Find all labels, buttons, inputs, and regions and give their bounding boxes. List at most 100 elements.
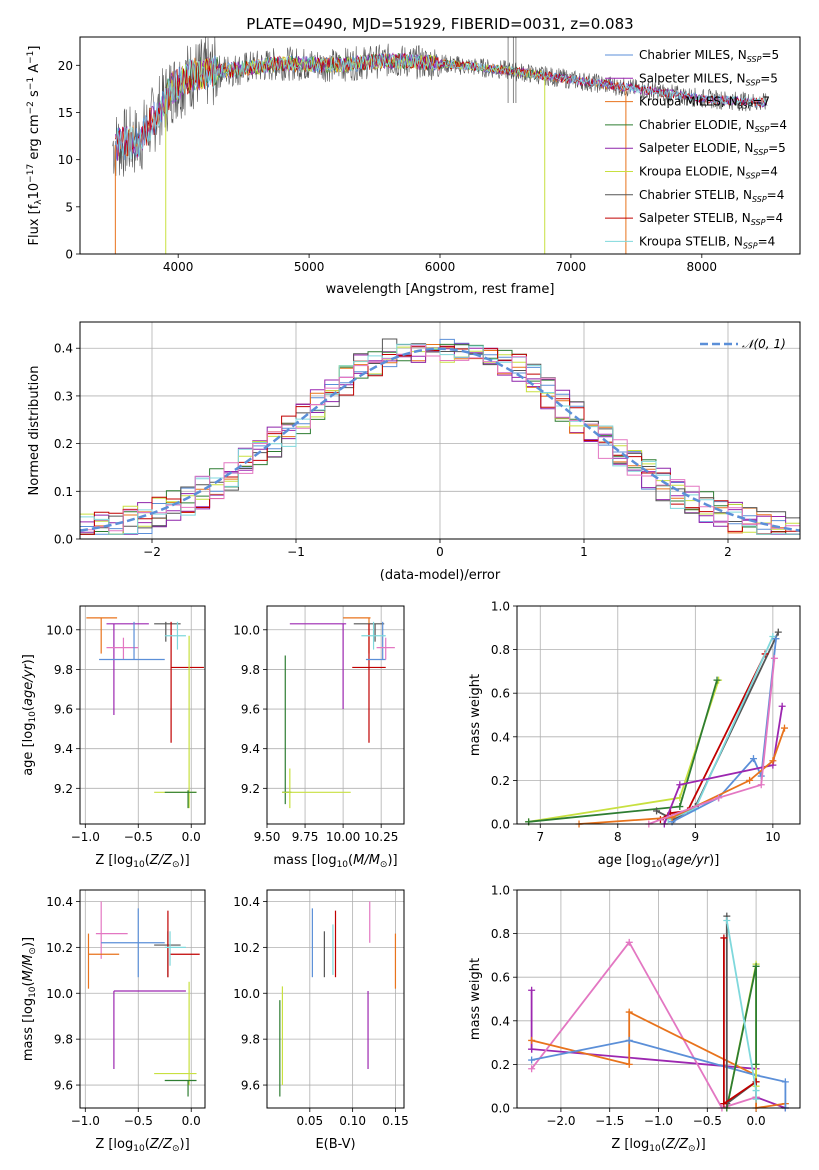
y-tick-label: 10.0 [233, 987, 260, 1001]
axis-label-part: age [log [598, 853, 651, 868]
x-tick-label: 10 [765, 830, 780, 844]
y-tick-label: 0.2 [491, 774, 510, 788]
y-tick-label: 0.4 [491, 730, 510, 744]
legend-entry: Salpeter MILES, NSSP=5 [639, 71, 778, 87]
axis-label-part: mass [log [21, 998, 36, 1061]
gaussian-curve [79, 347, 801, 532]
axis-label-part: Z/Z [149, 1137, 173, 1152]
weight-point-marker [625, 938, 633, 946]
y-tick-label: 0.8 [491, 927, 510, 941]
legend-subscript: SSP [753, 148, 768, 157]
y-tick-label: 9.6 [54, 1079, 73, 1093]
weight-point-marker [774, 628, 782, 636]
legend-label: Salpeter STELIB, N [639, 211, 751, 225]
axis-label: mass weight [468, 674, 483, 756]
weight-point-marker [676, 803, 684, 811]
weight-point-marker [752, 1087, 760, 1095]
axes-age-vs-z: −1.0 −0.5 0.09.29.49.69.810.0Z [log10(Z/Z⊙… [21, 605, 206, 870]
axis-label: mass weight [468, 958, 483, 1040]
axis-label-part: M/M [353, 853, 380, 868]
axis-label-part: Z/Z [665, 1137, 689, 1152]
legend-entry: Kroupa MILES, NSSP=7 [639, 95, 770, 111]
x-tick-label: 0.15 [382, 1114, 409, 1128]
legend-suffix: =7 [752, 95, 770, 109]
legend-label: Kroupa ELODIE, N [639, 165, 746, 179]
weight-line-pink [530, 940, 757, 1110]
legend-entry: Salpeter STELIB, NSSP=4 [639, 211, 783, 227]
weight-point-marker [528, 1065, 536, 1073]
y-tick-label: 10 [58, 153, 73, 167]
x-tick-label: 4000 [163, 260, 194, 274]
legend-label: Kroupa STELIB, N [639, 234, 743, 248]
axis-label-part: )] [387, 853, 397, 868]
weight-point-marker [723, 917, 731, 925]
axis-label-part: mass weight [468, 674, 483, 756]
weight-point-marker [752, 1095, 760, 1103]
x-tick-label: 0.05 [296, 1114, 323, 1128]
axis-label-part: 10 [651, 860, 663, 870]
x-tick-label: 0.0 [182, 830, 201, 844]
legend-subscript: SSP [751, 218, 766, 227]
y-tick-label: 10.2 [233, 941, 260, 955]
y-tick-label: 0.6 [491, 687, 510, 701]
legend-entry: Chabrier MILES, NSSP=5 [639, 48, 779, 64]
axis-label-part: ( [145, 853, 150, 868]
x-tick-label: −1.0 [71, 830, 100, 844]
y-tick-label: 10.2 [46, 941, 73, 955]
legend-suffix: =4 [765, 211, 783, 225]
weight-point-marker [746, 776, 754, 784]
axis-label-part: erg cm [27, 114, 42, 163]
x-tick-label: −1 [287, 545, 305, 559]
axis-label: Z [log10(Z/Z⊙)] [95, 853, 189, 870]
legend-subscript: SSP [746, 172, 761, 181]
axis-label-part: 10 [27, 183, 42, 200]
spectrum-line-kroupa_stelib [114, 53, 768, 160]
legend-suffix: =5 [768, 141, 786, 155]
weight-point-marker [715, 794, 723, 802]
y-tick-label: 9.2 [241, 782, 260, 796]
axis-label-part: )] [180, 853, 190, 868]
weight-line-salpeter_miles [663, 706, 784, 825]
y-tick-label: 9.2 [54, 782, 73, 796]
legend-entry: 𝒩(0, 1) [742, 337, 786, 351]
weight-point-marker [528, 1036, 536, 1044]
x-tick-label: 2 [724, 545, 732, 559]
axes-age-vs-mass: 9.50 9.75 10.00 10.25 9.2 9.4 9.6 9.8 10.0 mass [… [233, 605, 405, 870]
y-tick-label: 0.2 [491, 1058, 510, 1072]
x-tick-label: −1.0 [644, 1114, 673, 1128]
axis-label-part: age/yr [667, 853, 710, 868]
weight-point-marker [528, 986, 536, 994]
y-tick-label: 0.4 [491, 1014, 510, 1028]
y-tick-label: 10.0 [46, 623, 73, 637]
x-tick-label: 9 [692, 830, 700, 844]
axis-label-part: ( [21, 981, 36, 986]
axis-label-part: Z [log [95, 1137, 133, 1152]
x-tick-label: 10.00 [326, 830, 360, 844]
x-tick-label: −2.0 [546, 1114, 575, 1128]
axis-label-part: )] [21, 654, 36, 664]
axis-label-part: λ [34, 199, 44, 205]
y-tick-label: 0.6 [491, 971, 510, 985]
axis-label-part: 10 [133, 1144, 145, 1154]
axis-label-part: ] [27, 46, 42, 51]
axes-frame [79, 605, 206, 825]
weight-point-marker [676, 781, 684, 789]
legend-suffix: =4 [760, 165, 778, 179]
axis-label-part: 10 [337, 860, 349, 870]
x-tick-label: 7 [536, 830, 544, 844]
axis-label-part: ( [662, 853, 667, 868]
axes-residuals: −2 −1 0 1 2 0.0 0.1 0.2 0.3 0.4 𝒩(0, 1) (data-model… [27, 321, 801, 583]
axis-label-part: −17 [26, 164, 36, 183]
y-tick-label: 0.0 [491, 1102, 510, 1116]
x-tick-label: −0.5 [693, 1114, 722, 1128]
y-tick-label: 10.0 [46, 987, 73, 1001]
y-tick-label: 9.4 [241, 742, 260, 756]
x-tick-label: −0.5 [124, 830, 153, 844]
legend-label: Chabrier STELIB, N [639, 188, 752, 202]
axis-label: Z [log10(Z/Z⊙)] [611, 1137, 705, 1154]
axes-frame [79, 889, 206, 1109]
x-tick-label: 5000 [294, 260, 325, 274]
y-tick-label: 0.1 [54, 485, 73, 499]
